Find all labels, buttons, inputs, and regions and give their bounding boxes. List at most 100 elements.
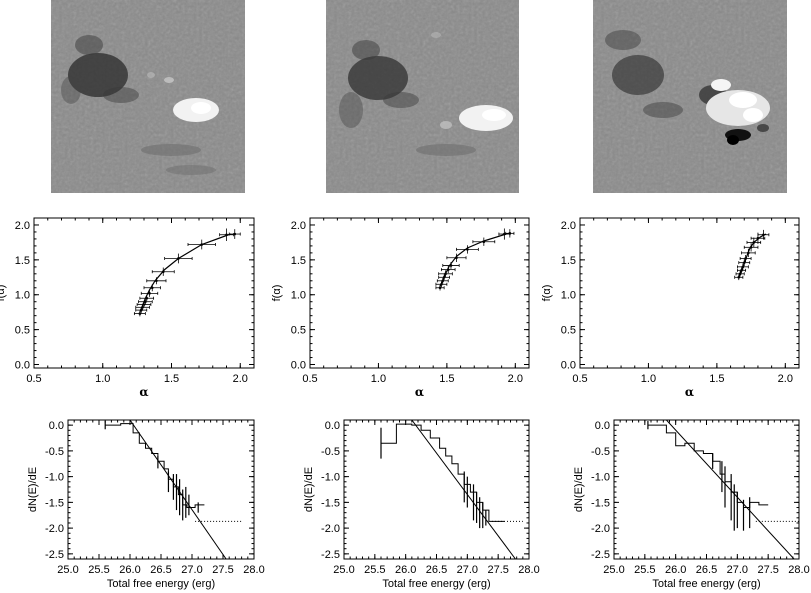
- x-tick-label: 25.0: [57, 564, 78, 576]
- y-tick-label: 0.0: [595, 420, 610, 432]
- x-tick-label: 25.5: [634, 564, 655, 576]
- plot-frame: [613, 419, 800, 560]
- x-tick-label: 27.0: [727, 564, 748, 576]
- energy-histogram: [105, 423, 205, 508]
- y-axis-title: f(α): [271, 285, 283, 302]
- data-point: [752, 241, 756, 244]
- y-tick-label: -2.0: [45, 523, 64, 535]
- multifractal-spectrum-2: 0.5 1.0 1.5 2.00.00.51.01.52.0αf(α): [271, 217, 530, 399]
- data-point: [446, 268, 450, 271]
- x-tick-label: 25.0: [603, 564, 624, 576]
- y-tick-label: 0.0: [49, 420, 64, 432]
- y-axis-title: dN(E)/dE: [573, 467, 585, 512]
- x-tick-label: 26.0: [119, 564, 140, 576]
- x-axis-title: Total free energy (erg): [382, 578, 490, 590]
- x-tick-label: 28.0: [788, 564, 809, 576]
- x-tick-label: 1.0: [641, 373, 656, 385]
- data-point: [177, 257, 180, 260]
- data-point: [148, 292, 151, 295]
- negative-polarity-region: [68, 53, 128, 97]
- y-tick-label: 0.0: [325, 420, 340, 432]
- y-tick-label: -1.0: [321, 472, 340, 484]
- x-axis-title: Total free energy (erg): [107, 578, 215, 590]
- y-tick-label: -1.5: [45, 497, 64, 509]
- spectrum-curve: [139, 233, 231, 313]
- y-tick-label: -2.5: [591, 549, 610, 561]
- data-point: [161, 270, 165, 274]
- data-point: [139, 308, 143, 312]
- plot-frame: [309, 217, 530, 369]
- data-point: [200, 243, 204, 246]
- data-point: [762, 233, 765, 237]
- x-tick-label: 25.5: [88, 564, 109, 576]
- y-tick-label: 0.0: [561, 360, 576, 372]
- plot-content: [647, 420, 799, 559]
- y-tick-label: 1.5: [291, 255, 306, 267]
- data-point: [155, 279, 158, 283]
- x-tick-label: 1.5: [164, 373, 179, 385]
- x-tick-label: 26.5: [426, 564, 447, 576]
- y-axis-title: f(α): [0, 285, 7, 302]
- data-point: [503, 232, 506, 236]
- x-tick-label: 26.0: [395, 564, 416, 576]
- y-tick-label: 0.0: [15, 360, 30, 372]
- y-tick-label: -1.0: [45, 472, 64, 484]
- x-tick-label: 25.5: [364, 564, 385, 576]
- data-point: [742, 261, 746, 264]
- plot-frame: [343, 419, 530, 560]
- y-tick-label: -2.0: [591, 523, 610, 535]
- plot-frame: [67, 419, 255, 560]
- multifractal-spectrum-1: 0.5 1.0 1.5 2.00.00.51.01.52.0αf(α): [0, 217, 255, 399]
- data-point: [150, 286, 154, 290]
- y-tick-label: 0.5: [561, 325, 576, 337]
- plot-content: [380, 420, 523, 559]
- x-tick-label: 2.0: [778, 373, 793, 385]
- data-point: [455, 256, 458, 260]
- multifractal-spectrum-3: 0.5 1.0 1.5 2.00.00.51.01.52.0αf(α): [541, 217, 800, 399]
- x-tick-label: 27.0: [457, 564, 478, 576]
- y-tick-label: -2.5: [45, 549, 64, 561]
- data-point: [738, 272, 742, 276]
- x-tick-label: 27.5: [212, 564, 233, 576]
- energy-distribution-3: 25.0 25.5 26.0 26.5 27.0 27.5 28.0 0.0 -0.5 -1.0 -…: [573, 419, 810, 590]
- data-point: [441, 279, 445, 283]
- x-tick-label: 27.5: [487, 564, 508, 576]
- magnetogram-3: [593, 0, 787, 193]
- y-tick-label: 0.5: [291, 325, 306, 337]
- data-point: [741, 265, 745, 269]
- data-point: [749, 246, 753, 249]
- data-point: [740, 269, 743, 272]
- data-point: [142, 303, 146, 306]
- y-axis-title: dN(E)/dE: [303, 467, 315, 512]
- y-tick-label: -2.5: [321, 549, 340, 561]
- x-tick-label: 1.5: [709, 373, 724, 385]
- spectrum-curve: [738, 233, 767, 278]
- x-tick-label: 2.0: [508, 373, 523, 385]
- x-tick-label: 27.5: [757, 564, 778, 576]
- x-axis-title: α: [685, 385, 694, 399]
- data-point: [442, 276, 446, 279]
- x-tick-label: 0.5: [26, 373, 41, 385]
- energy-distribution-1: 25.0 25.5 26.0 26.5 27.0 27.5 28.0 0.0 -0.5 -1.0 -…: [27, 419, 265, 590]
- y-tick-label: 1.0: [561, 290, 576, 302]
- data-point: [466, 248, 469, 251]
- power-law-fit: [411, 420, 516, 559]
- y-tick-label: -1.0: [591, 472, 610, 484]
- x-tick-label: 26.5: [696, 564, 717, 576]
- x-tick-label: 2.0: [233, 373, 248, 385]
- x-tick-label: 25.0: [333, 564, 354, 576]
- magnetogram-1: [51, 0, 245, 193]
- y-tick-label: 1.0: [291, 290, 306, 302]
- y-tick-label: 2.0: [291, 220, 306, 232]
- plot-content: [104, 420, 242, 559]
- data-point: [449, 264, 453, 267]
- power-law-fit: [666, 420, 795, 559]
- x-tick-label: 1.0: [95, 373, 110, 385]
- data-point: [747, 251, 750, 255]
- x-axis-title: α: [415, 385, 424, 399]
- spectrum-curve: [439, 232, 509, 287]
- x-axis-title: α: [139, 385, 148, 399]
- data-point: [737, 276, 741, 279]
- y-tick-label: -0.5: [45, 446, 64, 458]
- y-axis-title: f(α): [541, 285, 553, 302]
